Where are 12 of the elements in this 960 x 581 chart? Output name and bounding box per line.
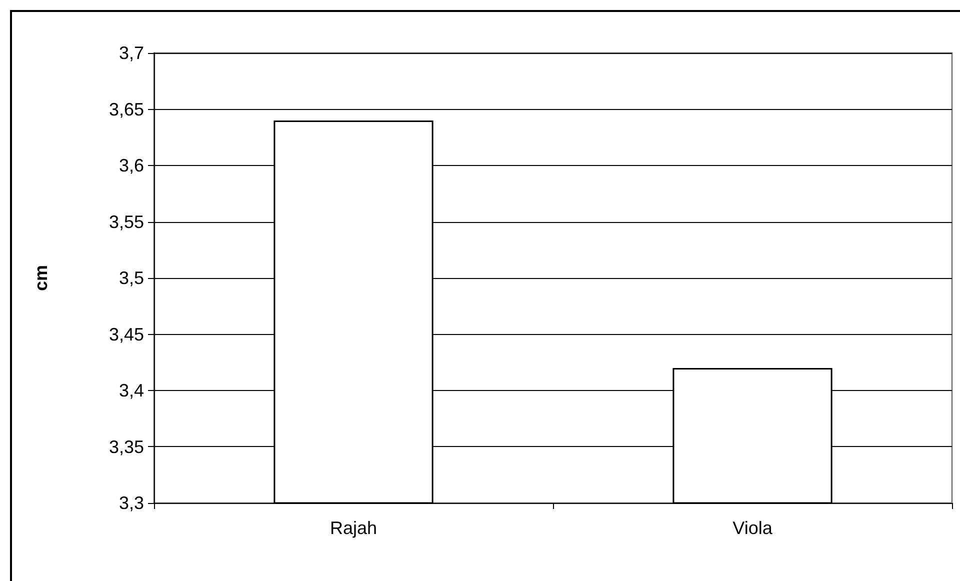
y-tick-label: 3,35	[108, 436, 144, 457]
y-tick-label: 3,3	[118, 493, 144, 513]
x-tick-label: Rajah	[330, 518, 378, 538]
y-tick-label: 3,65	[108, 99, 144, 120]
y-axis-title: cm	[31, 264, 51, 292]
y-tick-label: 3,5	[118, 268, 144, 288]
y-tick-label: 3,55	[108, 212, 144, 232]
y-tick-label: 3,6	[118, 156, 144, 176]
y-tick-label: 3,4	[118, 380, 144, 400]
y-tick-label: 3,7	[118, 43, 144, 63]
x-tick-label: Viola	[732, 518, 774, 538]
y-tick-label: 3,45	[108, 324, 144, 344]
